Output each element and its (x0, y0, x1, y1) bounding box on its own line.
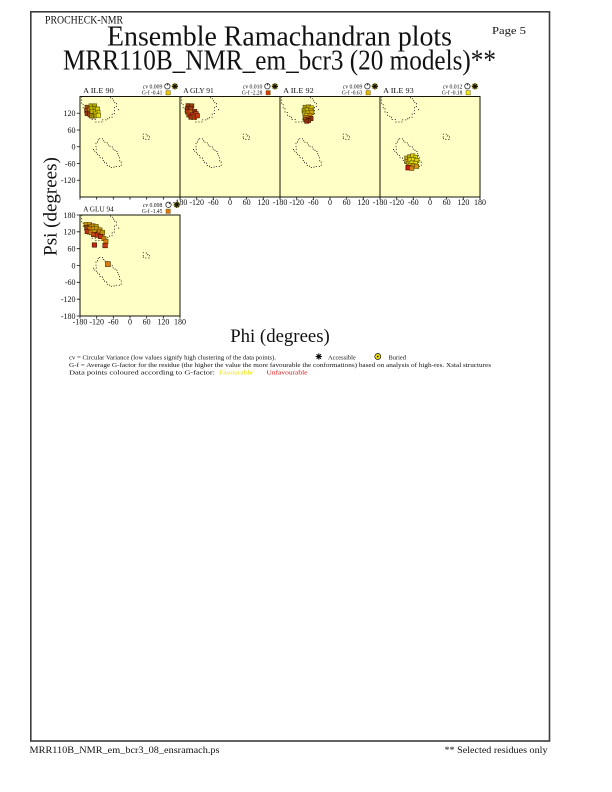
svg-text:A ILE 92: A ILE 92 (283, 86, 314, 95)
svg-text:G-f -0.41: G-f -0.41 (142, 90, 163, 97)
svg-text:-180: -180 (73, 318, 88, 327)
svg-text:Ensemble Ramachandran plots: Ensemble Ramachandran plots (107, 22, 452, 53)
svg-text:-180: -180 (61, 312, 76, 321)
svg-text:120: 120 (457, 198, 469, 207)
svg-text:-60: -60 (208, 198, 219, 207)
svg-text:PROCHECK-NMR: PROCHECK-NMR (45, 13, 123, 27)
svg-text:Accessible: Accessible (328, 354, 356, 361)
svg-text:Data points coloured according: Data points coloured according to G-fact… (69, 370, 215, 377)
svg-text:0: 0 (428, 198, 432, 207)
svg-text:G-f -0.18: G-f -0.18 (442, 90, 463, 97)
svg-text:cv 0.098: cv 0.098 (143, 202, 163, 209)
svg-text:G-f -1.45: G-f -1.45 (142, 208, 163, 215)
svg-text:-120: -120 (61, 295, 76, 304)
svg-text:-120: -120 (89, 318, 104, 327)
svg-text:-180: -180 (273, 198, 288, 207)
svg-text:-120: -120 (289, 198, 304, 207)
svg-text:120: 120 (257, 198, 269, 207)
svg-text:60: 60 (343, 198, 351, 207)
svg-text:cv 0.012: cv 0.012 (443, 83, 463, 90)
svg-text:Page 5: Page 5 (492, 25, 527, 37)
svg-text:180: 180 (64, 211, 76, 220)
svg-text:0: 0 (128, 318, 132, 327)
svg-text:Phi (degrees): Phi (degrees) (230, 326, 330, 347)
svg-text:cv 0.009: cv 0.009 (143, 83, 163, 90)
svg-text:A GLU 94: A GLU 94 (83, 204, 114, 213)
svg-text:-180: -180 (173, 198, 188, 207)
svg-text:60: 60 (243, 198, 251, 207)
svg-text:A GLY 91: A GLY 91 (183, 86, 214, 95)
svg-text:cv 0.009: cv 0.009 (343, 83, 363, 90)
svg-text:0: 0 (72, 143, 76, 152)
svg-text:A ILE 90: A ILE 90 (83, 86, 114, 95)
svg-text:-120: -120 (189, 198, 204, 207)
svg-text:Favourable: Favourable (219, 370, 253, 377)
svg-text:-60: -60 (408, 198, 419, 207)
svg-text:0: 0 (328, 198, 332, 207)
svg-text:-120: -120 (61, 176, 76, 185)
svg-text:0: 0 (72, 261, 76, 270)
svg-text:-60: -60 (65, 278, 76, 287)
svg-text:120: 120 (357, 198, 369, 207)
svg-text:180: 180 (474, 198, 486, 207)
svg-text:-180: -180 (373, 198, 388, 207)
svg-text:60: 60 (143, 318, 151, 327)
svg-text:** Selected residues only: ** Selected residues only (445, 745, 549, 755)
svg-text:cv = Circular Variance (low va: cv = Circular Variance (low values signi… (69, 354, 276, 361)
svg-text:A ILE 93: A ILE 93 (383, 86, 414, 95)
svg-text:-120: -120 (389, 198, 404, 207)
svg-text:-60: -60 (65, 159, 76, 168)
svg-text:60: 60 (68, 245, 76, 254)
svg-text:120: 120 (157, 318, 169, 327)
svg-text:cv 0.010: cv 0.010 (243, 83, 263, 90)
svg-text:120: 120 (64, 228, 76, 237)
svg-text:-60: -60 (308, 198, 319, 207)
svg-text:0: 0 (228, 198, 232, 207)
svg-text:60: 60 (443, 198, 451, 207)
svg-text:60: 60 (68, 126, 76, 135)
svg-text:G-f = Average G-factor for the: G-f = Average G-factor for the residue (… (69, 362, 492, 369)
svg-text:Buried: Buried (389, 354, 407, 361)
svg-text:MRR110B_NMR_em_bcr3 (20 models: MRR110B_NMR_em_bcr3 (20 models)** (63, 45, 496, 76)
svg-text:G-f -2.28: G-f -2.28 (242, 90, 263, 97)
svg-text:Psi (degrees): Psi (degrees) (41, 157, 62, 256)
svg-text:180: 180 (174, 318, 186, 327)
svg-text:120: 120 (64, 109, 76, 118)
svg-text:MRR110B_NMR_em_bcr3_08_ensrama: MRR110B_NMR_em_bcr3_08_ensramach.ps (30, 745, 221, 755)
svg-text:-60: -60 (108, 318, 119, 327)
svg-text:Unfavourable: Unfavourable (267, 370, 308, 377)
svg-text:G-f -0.63: G-f -0.63 (342, 90, 363, 97)
